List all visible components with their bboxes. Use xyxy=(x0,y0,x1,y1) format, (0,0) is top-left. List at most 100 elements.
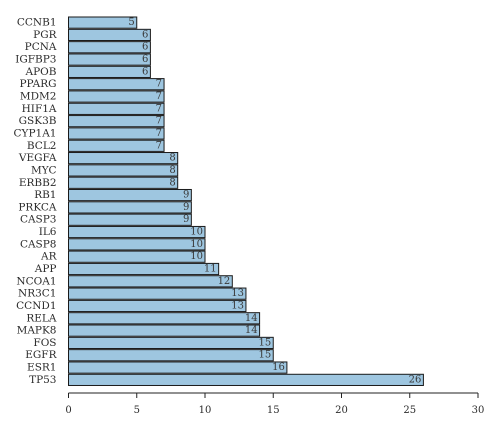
bar-cyp1a1 xyxy=(68,127,165,140)
bar-casp8 xyxy=(68,238,206,251)
bar-apob xyxy=(68,65,151,78)
category-label-cyp1a1: CYP1A1 xyxy=(14,127,57,139)
value-label-pcna: 6 xyxy=(142,42,148,53)
bar-mapk8 xyxy=(68,324,261,337)
bar-rela xyxy=(68,312,261,325)
bar-pgr xyxy=(68,28,151,42)
bar-igfbp3 xyxy=(68,53,151,66)
bar-ar xyxy=(68,250,206,263)
value-label-fos: 15 xyxy=(259,337,272,348)
category-label-nr3c1: NR3C1 xyxy=(18,288,57,300)
bar-casp3 xyxy=(68,213,192,226)
category-labels-group: CCNB1PGRPCNAIGFBP3APOBPPARGMDM2HIF1AGSK3… xyxy=(14,17,58,386)
category-label-app: APP xyxy=(34,263,57,275)
value-label-rb1: 9 xyxy=(183,190,189,201)
value-label-pgr: 6 xyxy=(142,29,148,40)
value-labels-group: 5666677777788899910101011121313141415151… xyxy=(128,17,421,385)
category-label-igfbp3: IGFBP3 xyxy=(15,54,56,66)
x-tick-label: 25 xyxy=(403,405,416,416)
bar-gsk3b xyxy=(68,115,165,128)
category-label-ccnb1: CCNB1 xyxy=(17,17,57,29)
category-label-myc: MYC xyxy=(31,164,57,176)
category-label-esr1: ESR1 xyxy=(27,362,56,374)
bar-hif1a xyxy=(68,102,165,115)
bar-fos xyxy=(68,336,274,350)
value-label-nr3c1: 13 xyxy=(231,288,244,299)
value-label-myc: 8 xyxy=(169,165,175,176)
bar-ncoa1 xyxy=(68,275,233,288)
category-label-tp53: TP53 xyxy=(29,374,56,386)
bar-prkca xyxy=(68,201,192,214)
value-label-igfbp3: 6 xyxy=(142,54,148,65)
bar-myc xyxy=(68,164,179,177)
category-label-pcna: PCNA xyxy=(25,41,57,53)
value-label-rela: 14 xyxy=(245,313,258,324)
value-label-hif1a: 7 xyxy=(156,103,162,114)
bar-app xyxy=(68,262,220,276)
value-label-app: 11 xyxy=(204,264,217,275)
bars-group xyxy=(68,16,424,386)
category-label-egfr: EGFR xyxy=(25,349,57,361)
category-label-prkca: PRKCA xyxy=(18,201,57,213)
category-label-ar: AR xyxy=(40,251,58,263)
value-label-ccnb1: 5 xyxy=(128,17,134,28)
category-label-casp8: CASP8 xyxy=(20,238,57,250)
bar-erbb2 xyxy=(68,176,179,189)
x-tick-label: 0 xyxy=(65,405,71,416)
category-label-mdm2: MDM2 xyxy=(20,91,57,103)
category-label-pgr: PGR xyxy=(33,29,57,41)
bar-mdm2 xyxy=(68,90,165,103)
x-tick-label: 10 xyxy=(199,405,212,416)
category-label-fos: FOS xyxy=(33,337,56,349)
category-label-rb1: RB1 xyxy=(34,189,56,201)
category-label-gsk3b: GSK3B xyxy=(19,115,57,127)
bar-rb1 xyxy=(68,188,192,202)
category-label-hif1a: HIF1A xyxy=(22,103,57,115)
bar-pparg xyxy=(68,78,165,91)
category-label-mapk8: MAPK8 xyxy=(17,325,57,337)
bar-esr1 xyxy=(68,361,288,374)
bar-egfr xyxy=(68,349,274,362)
category-label-casp3: CASP3 xyxy=(20,214,57,226)
category-label-bcl2: BCL2 xyxy=(27,140,57,152)
value-label-ncoa1: 12 xyxy=(218,276,231,287)
value-label-prkca: 9 xyxy=(183,202,189,213)
x-tick-label: 20 xyxy=(335,405,348,416)
value-label-il6: 10 xyxy=(190,227,203,238)
bar-bcl2 xyxy=(68,139,165,152)
category-label-apob: APOB xyxy=(25,66,57,78)
value-label-vegfa: 8 xyxy=(169,153,175,164)
category-label-il6: IL6 xyxy=(39,226,57,238)
category-label-pparg: PPARG xyxy=(19,78,56,90)
category-label-rela: RELA xyxy=(26,312,57,324)
value-label-mapk8: 14 xyxy=(245,325,258,336)
category-label-erbb2: ERBB2 xyxy=(19,177,57,189)
value-label-pparg: 7 xyxy=(156,79,162,90)
x-axis: 0 5 10 15 20 25 30 xyxy=(65,392,485,416)
value-label-cyp1a1: 7 xyxy=(156,128,162,139)
value-label-egfr: 15 xyxy=(259,350,272,361)
bar-nr3c1 xyxy=(68,287,247,300)
x-tick-label: 30 xyxy=(472,405,485,416)
value-label-apob: 6 xyxy=(142,66,148,77)
bar-tp53 xyxy=(68,373,424,386)
value-label-casp8: 10 xyxy=(190,239,203,250)
category-label-ncoa1: NCOA1 xyxy=(16,275,56,287)
value-label-ccnd1: 13 xyxy=(231,300,244,311)
value-label-bcl2: 7 xyxy=(156,140,162,151)
value-label-casp3: 9 xyxy=(183,214,189,225)
value-label-ar: 10 xyxy=(190,251,203,262)
bar-ccnd1 xyxy=(68,299,247,313)
value-label-tp53: 26 xyxy=(409,374,422,385)
bar-il6 xyxy=(68,225,206,239)
bar-vegfa xyxy=(68,152,179,165)
bar-pcna xyxy=(68,41,151,54)
x-tick-label: 15 xyxy=(267,405,280,416)
x-tick-label: 5 xyxy=(134,405,140,416)
category-label-vegfa: VEGFA xyxy=(18,152,57,164)
value-label-mdm2: 7 xyxy=(156,91,162,102)
category-label-ccnd1: CCND1 xyxy=(16,300,56,312)
bar-ccnb1 xyxy=(68,16,138,29)
value-label-esr1: 16 xyxy=(272,362,285,373)
